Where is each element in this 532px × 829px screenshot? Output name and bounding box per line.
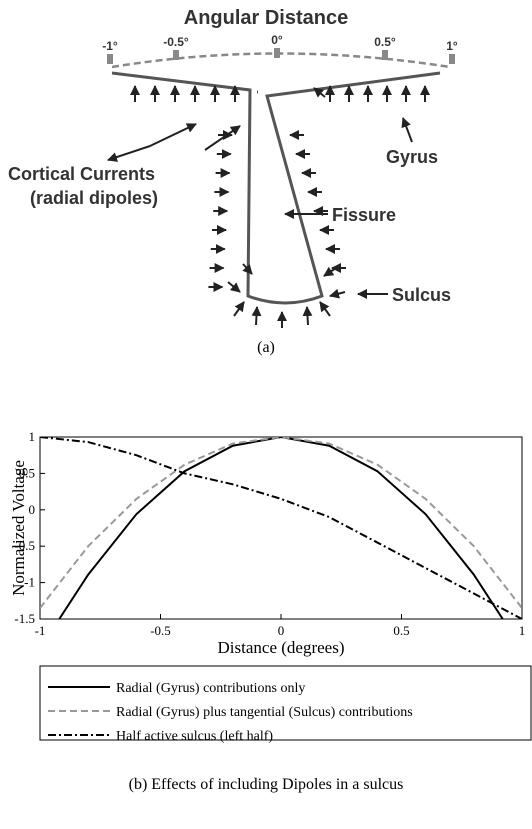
- legend-label: Half active sulcus (left half): [116, 729, 273, 744]
- caption: (a): [257, 339, 275, 356]
- pointer: [107, 145, 151, 162]
- label: Sulcus: [392, 285, 451, 305]
- scale-tick: [173, 50, 179, 60]
- plot-frame: [39, 436, 523, 620]
- pointer: [401, 117, 413, 143]
- scale-label: 0.5°: [374, 35, 396, 49]
- scale-label: -1°: [102, 39, 118, 53]
- label: (radial dipoles): [30, 188, 158, 208]
- scale-label: -0.5°: [163, 35, 189, 49]
- x-tick-label: -0.5: [150, 623, 171, 638]
- y-tick-label: -0.5: [14, 538, 35, 553]
- y-tick-label: 0: [29, 502, 36, 517]
- pointer: [204, 125, 241, 151]
- series-line: [40, 437, 522, 609]
- y-axis-label: Normalized Voltage: [9, 460, 28, 596]
- label: Gyrus: [386, 147, 438, 167]
- dipole-arrow: [302, 306, 313, 326]
- label: Cortical Currents: [8, 164, 155, 184]
- caption: (b) Effects of including Dipoles in a su…: [129, 776, 404, 793]
- legend-label: Radial (Gyrus) contributions only: [116, 681, 305, 696]
- x-tick-label: 0.5: [393, 623, 409, 638]
- cortex-outline: [111, 71, 441, 305]
- angle-scale: [111, 52, 451, 69]
- diagram-title: Angular Distance: [184, 7, 348, 29]
- dipole-arrow: [251, 306, 262, 326]
- scale-tick: [382, 50, 388, 60]
- legend-label: Radial (Gyrus) plus tangential (Sulcus) …: [116, 705, 413, 720]
- dipole-arrow: [323, 266, 337, 277]
- y-tick-label: -1: [24, 575, 35, 590]
- dipole-arrow: [227, 281, 241, 293]
- dipole-arrow: [313, 87, 326, 98]
- dipole-arrow: [233, 301, 245, 317]
- legend: [39, 665, 532, 741]
- series-line: [40, 437, 522, 619]
- scale-tick: [274, 48, 280, 58]
- x-tick-label: -1: [35, 623, 46, 638]
- diagram: Angular Distance Cortical Currents (radi…: [8, 7, 458, 356]
- dipole-arrow: [329, 288, 346, 299]
- pointer: [149, 123, 197, 147]
- y-tick-label: -1.5: [14, 611, 35, 626]
- scale-tick: [449, 54, 455, 64]
- dipole-arrow: [242, 263, 253, 275]
- dipole-arrow: [319, 301, 331, 317]
- scale-label: 0°: [271, 33, 283, 47]
- dipole-arrows: [130, 85, 430, 328]
- x-axis-label: Distance (degrees): [218, 638, 345, 657]
- series-line: [58, 437, 504, 619]
- x-tick-label: 0: [278, 623, 285, 638]
- y-tick-label: 0.5: [19, 465, 35, 480]
- scale-label: 1°: [446, 39, 458, 53]
- chart: Distance (degrees) Normalized Voltage (b…: [9, 429, 532, 793]
- label: Fissure: [332, 205, 396, 225]
- scale-tick: [107, 54, 113, 64]
- x-tick-label: 1: [519, 623, 526, 638]
- y-tick-label: 1: [29, 429, 36, 444]
